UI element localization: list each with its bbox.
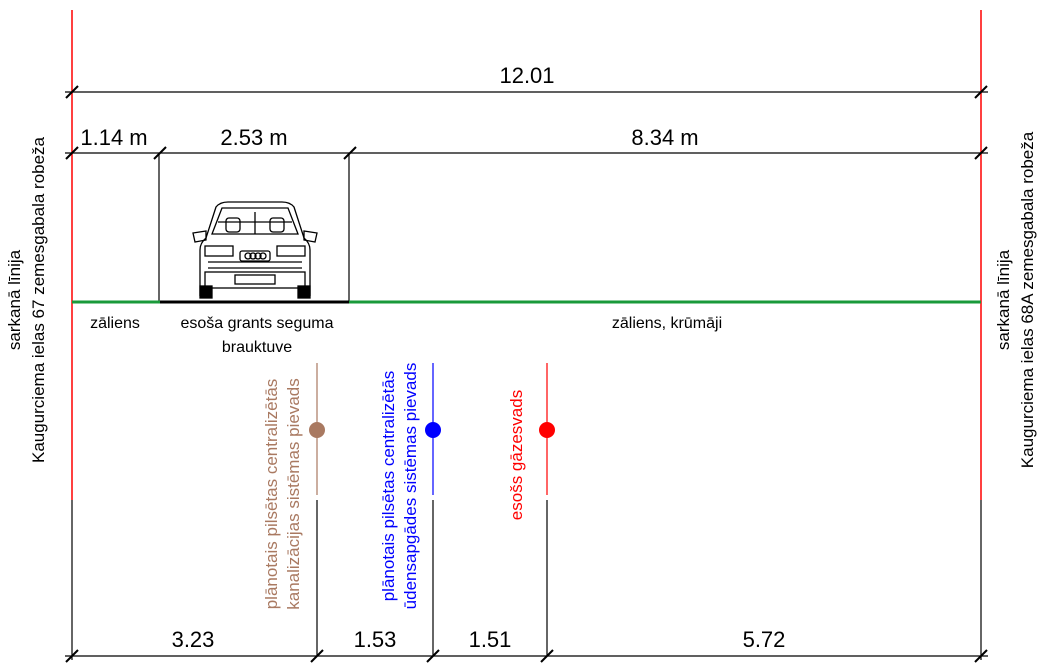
left-boundary-label-line2: Kaugurciema ielas 67 zemesgabala robeža xyxy=(29,136,48,463)
sewer-label-line1: plānotais pilsētas centralizētās xyxy=(262,379,281,610)
utility-water: plānotais pilsētas centralizētās ūdensap… xyxy=(379,363,441,656)
right-boundary-label: sarkanā līnija Kaugurciema ielas 68A zem… xyxy=(994,131,1037,468)
water-label-line2: ūdensapgādes sistēmas pievads xyxy=(401,363,420,610)
surface-label-road-line1: esoša grants seguma xyxy=(181,315,334,332)
total-dimension: 12.01 xyxy=(65,63,988,99)
water-pipe-marker xyxy=(425,422,441,438)
segment-dim-grass-left: 1.14 m xyxy=(80,125,147,150)
car-icon xyxy=(192,201,318,299)
right-boundary-label-line2: Kaugurciema ielas 68A zemesgabala robeža xyxy=(1018,131,1037,468)
right-boundary-label-line1: sarkanā līnija xyxy=(994,249,1013,350)
gas-pipe-marker xyxy=(539,422,555,438)
surface-label-grass-right: zāliens, krūmāji xyxy=(612,315,722,332)
surface-label-road-line2: brauktuve xyxy=(222,339,292,356)
left-boundary-label: sarkanā līnija Kaugurciema ielas 67 zeme… xyxy=(5,136,48,463)
sewer-label-line2: kanalizācijas sistēmas pievads xyxy=(284,378,303,610)
sewer-pipe-marker xyxy=(309,422,325,438)
water-label-line1: plānotais pilsētas centralizētās xyxy=(379,371,398,602)
bottom-segment-dimensions: 3.23 1.53 1.51 5.72 xyxy=(65,627,988,663)
total-dimension-label: 12.01 xyxy=(499,63,554,88)
top-segment-dimensions: 1.14 m 2.53 m 8.34 m xyxy=(65,125,988,160)
utility-gas: esošs gāzesvads xyxy=(507,363,555,656)
bottom-dim-2: 1.53 xyxy=(354,627,397,652)
gas-label: esošs gāzesvads xyxy=(507,390,526,520)
surface-label-grass-left: zāliens xyxy=(90,315,140,332)
bottom-dim-1: 3.23 xyxy=(172,627,215,652)
bottom-dim-3: 1.51 xyxy=(469,627,512,652)
segment-dim-grass-right: 8.34 m xyxy=(631,125,698,150)
left-boundary-label-line1: sarkanā līnija xyxy=(5,249,24,350)
bottom-dim-4: 5.72 xyxy=(743,627,786,652)
utility-sewer: plānotais pilsētas centralizētās kanaliz… xyxy=(262,363,325,656)
segment-dim-road: 2.53 m xyxy=(220,125,287,150)
